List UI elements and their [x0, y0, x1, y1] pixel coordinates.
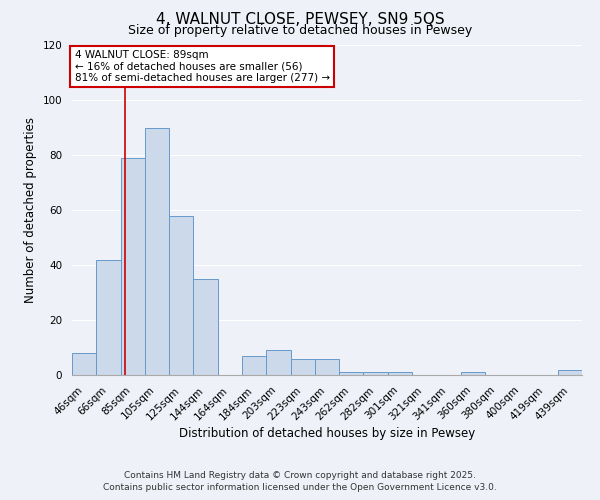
Bar [364, 372, 388, 375]
Title: 4, WALNUT CLOSE, PEWSEY, SN9 5QS
Size of property relative to detached houses in: 4, WALNUT CLOSE, PEWSEY, SN9 5QS Size of… [0, 499, 1, 500]
Bar [121, 158, 145, 375]
Bar [72, 353, 96, 375]
Bar [558, 370, 582, 375]
Bar [290, 358, 315, 375]
Bar [96, 260, 121, 375]
Bar [461, 372, 485, 375]
Text: 4 WALNUT CLOSE: 89sqm
← 16% of detached houses are smaller (56)
81% of semi-deta: 4 WALNUT CLOSE: 89sqm ← 16% of detached … [74, 50, 329, 83]
Bar [266, 350, 290, 375]
Bar [169, 216, 193, 375]
Bar [339, 372, 364, 375]
Text: Contains HM Land Registry data © Crown copyright and database right 2025.
Contai: Contains HM Land Registry data © Crown c… [103, 471, 497, 492]
X-axis label: Distribution of detached houses by size in Pewsey: Distribution of detached houses by size … [179, 427, 475, 440]
Bar [242, 356, 266, 375]
Text: Size of property relative to detached houses in Pewsey: Size of property relative to detached ho… [128, 24, 472, 37]
Bar [193, 279, 218, 375]
Bar [388, 372, 412, 375]
Text: 4, WALNUT CLOSE, PEWSEY, SN9 5QS: 4, WALNUT CLOSE, PEWSEY, SN9 5QS [155, 12, 445, 28]
Bar [315, 358, 339, 375]
Y-axis label: Number of detached properties: Number of detached properties [24, 117, 37, 303]
Bar [145, 128, 169, 375]
